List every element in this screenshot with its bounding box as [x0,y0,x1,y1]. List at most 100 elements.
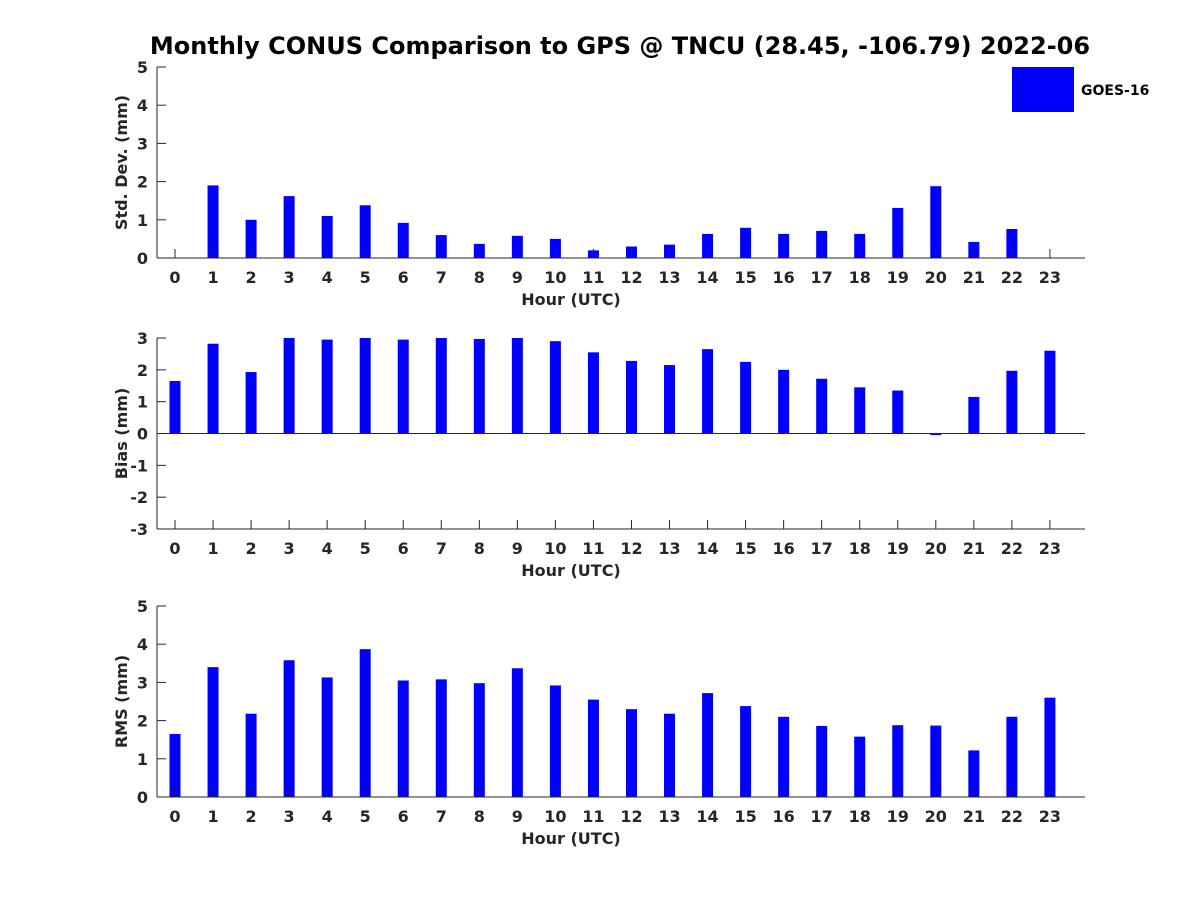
bar-5 [359,649,371,797]
x-tick-label: 14 [696,268,718,287]
bar-10 [549,685,561,797]
x-tick-label: 10 [544,268,566,287]
y-tick-label: 3 [137,329,148,348]
bar-19 [892,390,904,434]
x-tick-label: 19 [887,807,909,826]
y-tick-label: -1 [130,456,148,475]
bar-12 [625,709,637,797]
x-tick-label: 16 [773,268,795,287]
x-tick-label: 2 [246,268,257,287]
bar-18 [854,387,866,434]
x-tick-label: 23 [1039,268,1061,287]
y-tick-label: 0 [137,425,148,444]
x-tick-label: 5 [360,268,371,287]
y-tick-label: 4 [137,635,148,654]
x-tick-label: 16 [773,807,795,826]
x-tick-label: 13 [658,807,680,826]
bar-11 [587,352,599,434]
x-tick-label: 13 [658,539,680,558]
std-dev-panel: 0 1 2 3 4 5 6 7 8 9 10 11 12 13 14 15 16 17 18 19 20 21 22 2301… [112,58,1085,309]
x-tick-label: 4 [322,268,333,287]
x-axis-label: Hour (UTC) [521,561,621,580]
x-tick-label: 0 [169,268,180,287]
bar-17 [816,725,828,797]
bar-4 [321,339,333,434]
x-tick-label: 12 [620,807,642,826]
bar-1 [207,185,219,258]
x-tick-label: 20 [925,807,947,826]
bar-3 [283,338,295,434]
legend: GOES-16 [1012,67,1149,112]
x-tick-label: 0 [169,539,180,558]
x-tick-label: 9 [512,539,523,558]
x-tick-label: 1 [207,807,218,826]
legend-label: GOES-16 [1081,83,1149,99]
bar-23 [1044,350,1056,434]
bar-20 [930,186,942,258]
x-axis-label: Hour (UTC) [521,829,621,848]
x-tick-label: 8 [474,539,485,558]
x-tick-label: 15 [734,539,756,558]
bar-16 [778,716,790,797]
x-tick-label: 23 [1039,539,1061,558]
y-tick-label: 2 [137,173,148,192]
x-tick-label: 9 [512,807,523,826]
bar-13 [664,713,676,797]
bar-4 [321,677,333,797]
x-tick-label: 14 [696,807,718,826]
bar-15 [740,227,752,258]
x-tick-label: 12 [620,539,642,558]
x-tick-label: 4 [322,539,333,558]
y-axis-label: RMS (mm) [112,655,131,748]
y-tick-label: 3 [137,673,148,692]
y-axis-label: Bias (mm) [112,388,131,480]
bar-6 [397,222,409,258]
x-tick-label: 21 [963,539,985,558]
y-tick-label: 1 [137,393,148,412]
x-tick-label: 11 [582,807,604,826]
bar-18 [854,736,866,797]
y-tick-label: 4 [137,96,148,115]
y-tick-label: 2 [137,712,148,731]
x-tick-label: 19 [887,539,909,558]
x-tick-label: 7 [436,807,447,826]
bar-9 [511,338,523,434]
x-tick-label: 8 [474,268,485,287]
bar-8 [473,683,485,797]
bar-11 [587,699,599,797]
x-tick-label: 8 [474,807,485,826]
x-tick-label: 13 [658,268,680,287]
bar-15 [740,706,752,797]
x-tick-label: 17 [811,268,833,287]
x-tick-label: 11 [582,268,604,287]
x-tick-label: 1 [207,268,218,287]
bar-5 [359,205,371,258]
bar-22 [1006,370,1018,434]
y-tick-label: 0 [137,249,148,268]
x-tick-label: 17 [811,539,833,558]
x-tick-label: 11 [582,539,604,558]
x-tick-label: 23 [1039,807,1061,826]
bar-16 [778,233,790,258]
x-tick-label: 15 [734,807,756,826]
x-tick-label: 20 [925,539,947,558]
x-tick-label: 1 [207,539,218,558]
bar-21 [968,396,980,434]
bar-13 [664,365,676,434]
bar-22 [1006,228,1018,258]
x-tick-label: 2 [246,807,257,826]
x-tick-label: 22 [1001,539,1023,558]
x-tick-label: 7 [436,539,447,558]
bar-18 [854,233,866,258]
x-tick-label: 19 [887,268,909,287]
y-tick-label: 3 [137,134,148,153]
bar-12 [625,360,637,434]
y-axis-label: Std. Dev. (mm) [112,95,131,230]
x-tick-label: 6 [398,539,409,558]
bar-7 [435,235,447,258]
bar-19 [892,207,904,258]
bar-2 [245,713,257,797]
bar-9 [511,235,523,258]
x-tick-label: 6 [398,268,409,287]
